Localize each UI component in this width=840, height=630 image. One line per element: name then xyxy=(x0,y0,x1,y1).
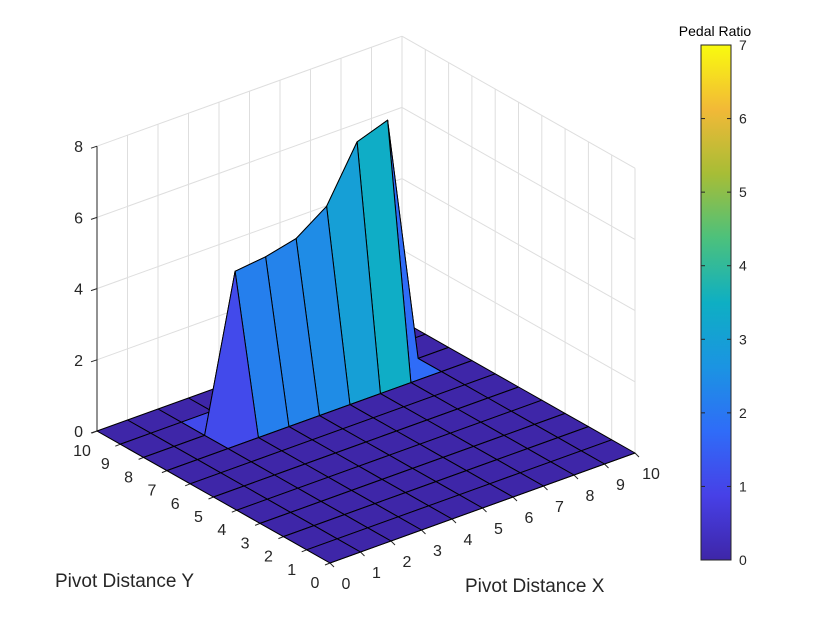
y-tick-label: 10 xyxy=(73,443,91,460)
colorbar-tick-label: 0 xyxy=(739,552,747,568)
y-tick-label: 5 xyxy=(194,509,203,526)
colorbar-tick-label: 1 xyxy=(739,478,747,494)
y-tick-label: 3 xyxy=(241,535,250,552)
colorbar-tick-label: 4 xyxy=(739,258,747,274)
colorbar-tick-label: 3 xyxy=(739,331,747,347)
x-tick-mark xyxy=(329,562,335,568)
x-tick-mark xyxy=(390,540,396,546)
colorbar-tick-label: 7 xyxy=(739,37,747,53)
y-tick-label: 8 xyxy=(124,469,133,486)
z-tick-mark xyxy=(90,359,98,363)
x-tick-label: 8 xyxy=(586,488,595,505)
x-axis-label: Pivot Distance X xyxy=(465,576,605,597)
x-tick-mark xyxy=(512,496,518,502)
side-wall-grid-z xyxy=(401,35,636,169)
y-tick-mark xyxy=(231,509,237,513)
back-wall-grid-z xyxy=(96,106,403,218)
z-tick-mark xyxy=(90,430,98,434)
z-tick-mark xyxy=(90,145,98,149)
y-tick-mark xyxy=(185,483,191,487)
z-tick-mark xyxy=(90,216,98,220)
x-tick-label: 2 xyxy=(403,554,412,571)
x-tick-label: 9 xyxy=(616,477,625,494)
side-wall-grid-z xyxy=(401,106,636,240)
y-axis-label: Pivot Distance Y xyxy=(55,571,194,592)
colorbar: Pedal Ratio 0 1 2 3 4 5 6 7 xyxy=(679,23,752,568)
x-tick-label: 1 xyxy=(372,565,381,582)
x-tick-mark xyxy=(482,507,487,513)
x-tick-mark xyxy=(451,518,457,524)
y-tick-label: 4 xyxy=(217,522,226,539)
y-tick-mark xyxy=(161,470,168,474)
colorbar-tick-label: 6 xyxy=(739,111,747,127)
y-tick-label: 2 xyxy=(264,549,273,566)
z-tick-label: 4 xyxy=(74,282,83,299)
x-tick-mark xyxy=(421,529,426,535)
y-tick-mark xyxy=(301,549,307,553)
x-tick-label: 3 xyxy=(433,543,442,560)
y-tick-mark xyxy=(115,443,121,447)
y-tick-mark xyxy=(208,496,214,500)
y-tick-label: 0 xyxy=(311,575,320,592)
colorbar-title: Pedal Ratio xyxy=(679,23,752,39)
side-wall-grid-z xyxy=(401,178,636,312)
z-tick-label: 6 xyxy=(74,210,83,227)
x-tick-mark xyxy=(543,485,548,491)
x-tick-label: 6 xyxy=(525,510,534,527)
back-wall-grid-z xyxy=(96,35,403,147)
z-tick-mark xyxy=(90,288,98,292)
y-tick-mark xyxy=(278,536,284,540)
x-tick-label: 10 xyxy=(642,466,660,483)
x-tick-mark xyxy=(604,463,609,469)
colorbar-tick-label: 5 xyxy=(739,184,747,200)
surface-face xyxy=(306,538,361,564)
x-tick-label: 7 xyxy=(555,499,564,516)
x-tick-label: 0 xyxy=(342,576,351,593)
colorbar-gradient xyxy=(700,44,732,561)
y-tick-mark xyxy=(254,522,261,526)
surface-plot xyxy=(96,119,636,564)
y-tick-label: 9 xyxy=(101,456,110,473)
y-tick-label: 1 xyxy=(287,562,296,579)
z-tick-label: 8 xyxy=(74,139,83,156)
x-tick-label: 5 xyxy=(494,521,503,538)
y-tick-label: 6 xyxy=(171,496,180,513)
side-wall-grid-z xyxy=(401,249,636,383)
y-tick-mark xyxy=(324,562,331,566)
y-tick-label: 7 xyxy=(147,483,156,500)
y-tick-mark xyxy=(138,456,144,460)
colorbar-tick-label: 2 xyxy=(739,405,747,421)
z-tick-label: 2 xyxy=(74,353,83,370)
colorbar-ticks: 0 1 2 3 4 5 6 7 xyxy=(701,37,747,568)
x-tick-label: 4 xyxy=(464,532,473,549)
x-tick-mark xyxy=(360,551,365,557)
x-tick-mark xyxy=(634,452,640,458)
z-tick-label: 0 xyxy=(74,424,83,441)
x-tick-mark xyxy=(573,474,579,480)
